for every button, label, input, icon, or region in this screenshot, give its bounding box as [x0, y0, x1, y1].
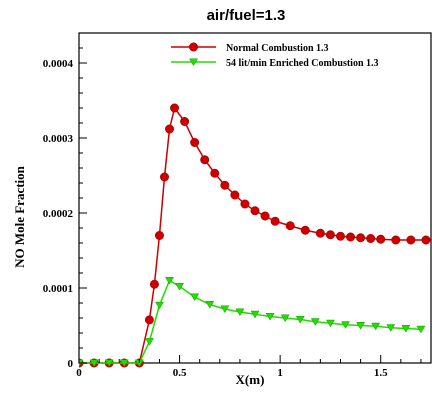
legend-item: 54 lit/min Enriched Combustion 1.3: [171, 58, 379, 69]
data-point: [406, 235, 416, 245]
y-tick-label: 0.0001: [43, 283, 73, 295]
data-point: [300, 225, 310, 235]
data-point: [170, 103, 180, 113]
data-point: [346, 232, 356, 242]
legend: Normal Combustion 1.3 54 lit/min Enriched…: [171, 42, 379, 69]
data-point: [235, 308, 245, 317]
data-point: [310, 318, 320, 326]
data-point: [159, 172, 169, 182]
data-point: [376, 234, 386, 244]
data-point: [200, 155, 210, 165]
data-point: [165, 277, 174, 285]
x-tick-label: 0.5: [173, 367, 187, 379]
data-point: [210, 168, 220, 178]
data-point: [190, 138, 200, 148]
x-tick-label: 1: [277, 367, 283, 379]
data-point: [325, 230, 335, 240]
data-point: [149, 279, 159, 289]
data-point: [356, 233, 366, 243]
legend-label: Normal Combustion 1.3: [226, 43, 329, 54]
y-axis: 0 0.0001 0.0002 0.0003 0.0004: [43, 47, 87, 370]
plot-area: [78, 32, 432, 368]
x-axis-label: X(m): [236, 372, 265, 387]
data-point: [250, 310, 260, 319]
data-point: [341, 321, 350, 329]
data-point: [295, 316, 305, 324]
data-point: [220, 305, 230, 314]
data-point: [104, 359, 114, 368]
data-point: [270, 216, 280, 226]
x-tick-label: 1.5: [374, 367, 388, 379]
data-point: [175, 283, 185, 291]
series-2: [79, 277, 426, 368]
y-axis-label: NO Mole Fraction: [12, 165, 27, 268]
data-point: [89, 359, 99, 368]
data-point: [260, 211, 270, 221]
data-point: [421, 235, 431, 245]
x-axis: 0 0.5 1 1.5: [76, 355, 422, 379]
series-layer: [79, 103, 431, 368]
chart-title: air/fuel=1.3: [207, 7, 286, 24]
legend-marker: [189, 58, 198, 67]
legend-marker: [189, 42, 199, 52]
data-point: [240, 199, 250, 209]
data-point: [366, 234, 376, 244]
data-point: [220, 180, 230, 190]
legend-item: Normal Combustion 1.3: [171, 42, 329, 54]
legend-label: 54 lit/min Enriched Combustion 1.3: [226, 58, 379, 69]
y-tick-label: 0.0003: [43, 133, 74, 145]
data-point: [180, 117, 190, 127]
y-tick-label: 0: [68, 358, 74, 370]
data-point: [265, 313, 275, 321]
data-point: [144, 315, 154, 325]
x-tick-label: 0: [76, 367, 82, 379]
data-point: [416, 325, 426, 334]
y-tick-label: 0.0004: [43, 58, 74, 70]
data-point: [205, 301, 215, 309]
data-point: [285, 221, 295, 231]
data-point: [144, 338, 154, 346]
data-point: [391, 235, 401, 245]
data-point: [190, 293, 200, 302]
data-point: [325, 319, 335, 328]
data-point: [386, 324, 396, 332]
data-point: [401, 325, 411, 333]
data-point: [155, 301, 164, 310]
data-point: [119, 359, 129, 368]
data-point: [154, 231, 164, 241]
data-point: [250, 206, 260, 216]
data-point: [230, 190, 240, 200]
data-point: [371, 322, 381, 331]
series-line: [79, 279, 421, 364]
data-point: [356, 322, 366, 330]
data-point: [315, 228, 325, 238]
y-tick-label: 0.0002: [43, 208, 74, 220]
data-point: [335, 231, 345, 241]
data-point: [280, 314, 290, 323]
data-point: [165, 124, 175, 134]
